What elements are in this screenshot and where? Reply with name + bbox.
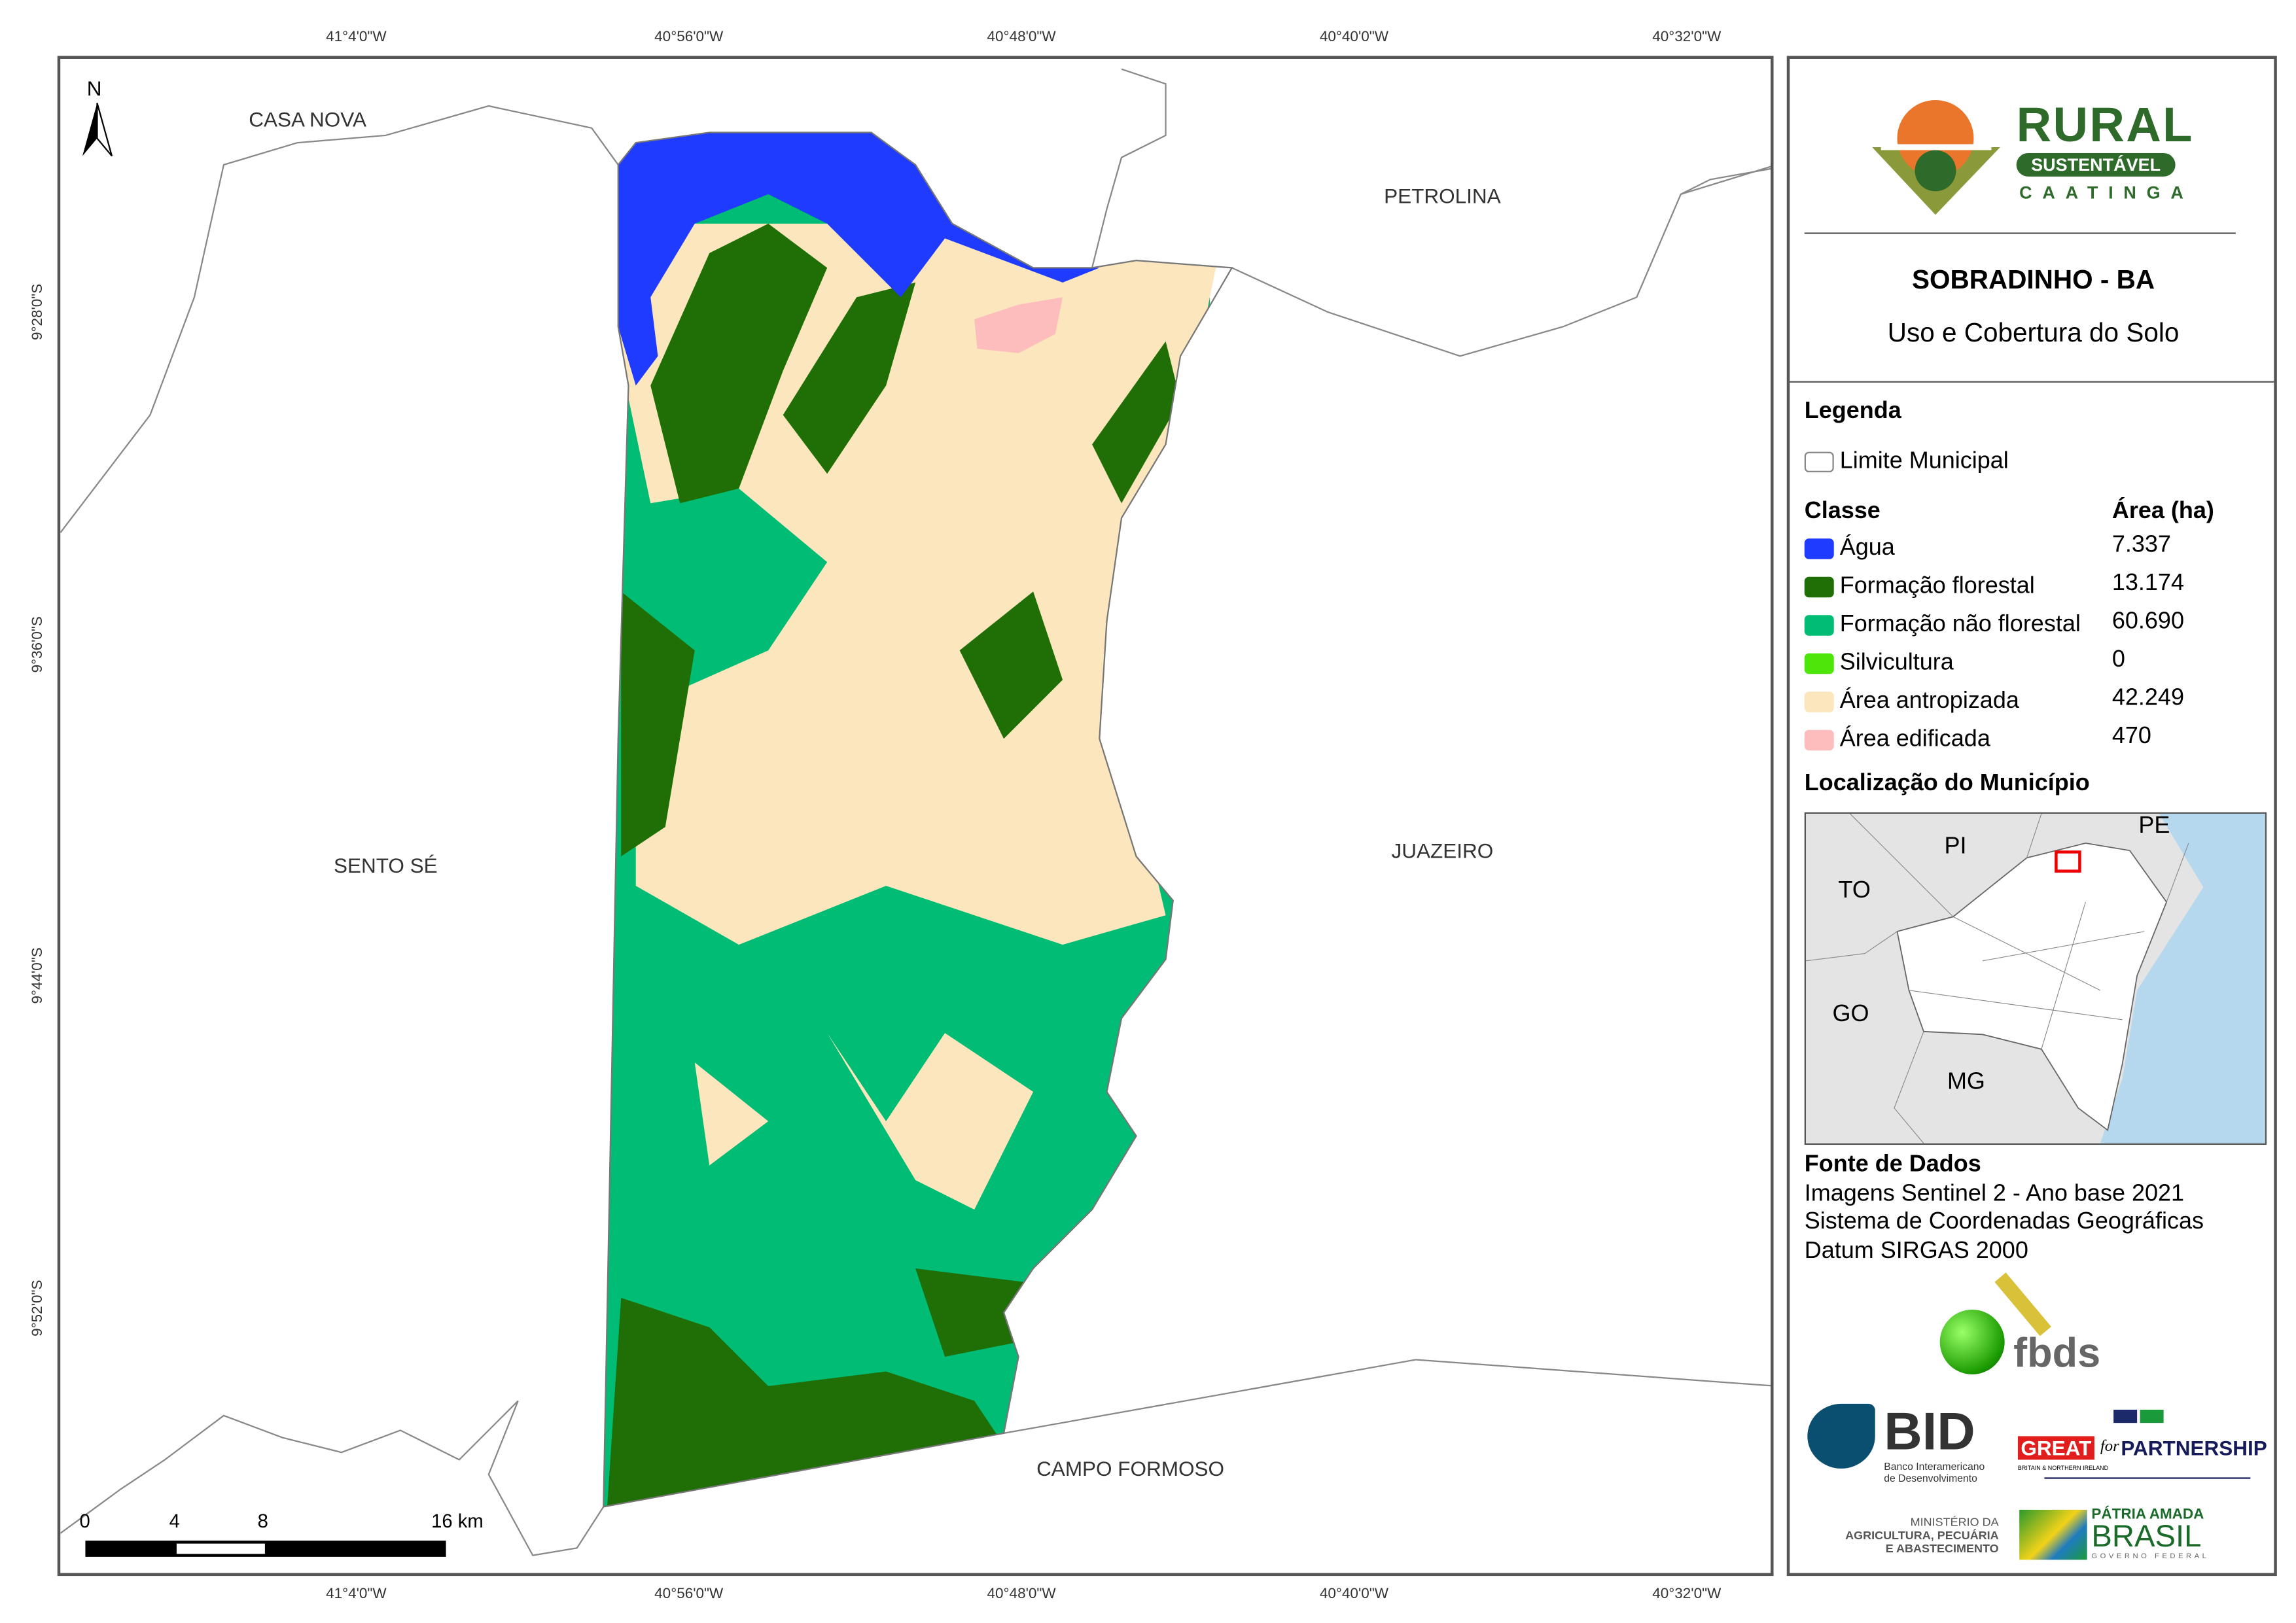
place-juazeiro: JUAZEIRO bbox=[1391, 839, 1494, 863]
legend-class-label: Área edificada bbox=[1839, 727, 1990, 752]
lon-tick-bottom: 40°56'0"W bbox=[654, 1586, 724, 1603]
place-campo-formoso: CAMPO FORMOSO bbox=[1036, 1456, 1225, 1480]
rural-sustentavel-logo: RURAL SUSTENTÁVEL CAATINGA bbox=[1866, 94, 2204, 218]
legend-swatch bbox=[1804, 729, 1834, 751]
lon-tick-bottom: 41°4'0"W bbox=[326, 1586, 387, 1603]
legend-class-label: Área antropizada bbox=[1839, 688, 2019, 714]
legend-swatch bbox=[1804, 615, 1834, 636]
class-header: Classe bbox=[1804, 498, 1881, 524]
legend-class-label: Silvicultura bbox=[1839, 650, 1954, 676]
municipality-locator bbox=[2055, 850, 2081, 873]
map-canvas bbox=[60, 68, 1771, 1557]
scale-label-0: 0 bbox=[79, 1509, 90, 1532]
formacao-florestal-area bbox=[606, 223, 1181, 1507]
legend-class-label: Formação não florestal bbox=[1839, 612, 2081, 637]
lat-tick: 9°36'0"S bbox=[30, 616, 46, 673]
legend-class-area: 42.249 bbox=[2111, 686, 2184, 711]
legend-class-area: 0 bbox=[2111, 647, 2125, 672]
lon-tick-bottom: 40°40'0"W bbox=[1319, 1586, 1388, 1603]
scale-bar bbox=[85, 1541, 446, 1557]
brasil-governo-logo: PÁTRIA AMADA BRASIL GOVERNO FEDERAL bbox=[2019, 1507, 2225, 1565]
lat-tick: 9°52'0"S bbox=[30, 1280, 46, 1336]
map-frame: N 0 4 8 16 km bbox=[57, 56, 1774, 1577]
flags-icon bbox=[2113, 1409, 2138, 1423]
fbds-logo: fbds bbox=[1937, 1272, 2113, 1383]
legend-class-area: 60.690 bbox=[2111, 609, 2184, 635]
location-inset-map: PI PE TO GO MG bbox=[1804, 812, 2267, 1145]
legend-swatch bbox=[1804, 653, 1834, 674]
place-petrolina: PETROLINA bbox=[1384, 184, 1501, 208]
legend-class-item: Área antropizada bbox=[1804, 688, 2019, 715]
area-antropizada-patches bbox=[694, 1033, 1034, 1210]
sources-heading: Fonte de Dados bbox=[1804, 1152, 1981, 1178]
legend-class-label: Água bbox=[1839, 535, 1895, 561]
lon-tick-bottom: 40°32'0"W bbox=[1652, 1586, 1722, 1603]
info-panel: RURAL SUSTENTÁVEL CAATINGA SOBRADINHO - … bbox=[1786, 56, 2277, 1577]
map-subtitle: Uso e Cobertura do Solo bbox=[1887, 317, 2180, 347]
lon-tick-top: 40°32'0"W bbox=[1652, 29, 1722, 46]
ministry-logo: MINISTÉRIO DA AGRICULTURA, PECUÁRIA E AB… bbox=[1845, 1515, 1999, 1556]
bahia-state bbox=[1896, 842, 2168, 1132]
source-line: Datum SIRGAS 2000 bbox=[1804, 1238, 2028, 1265]
agua-area bbox=[618, 132, 1100, 386]
scale-label-4: 4 bbox=[169, 1509, 180, 1532]
legend-class-area: 470 bbox=[2111, 724, 2151, 749]
bid-logo: BID Banco Interamericano de Desenvolvime… bbox=[1807, 1401, 2013, 1489]
map-title: SOBRADINHO - BA bbox=[1911, 264, 2155, 294]
legend-heading: Legenda bbox=[1804, 398, 1901, 424]
neighbor-boundaries bbox=[60, 68, 1771, 1556]
lat-tick: 9°44'0"S bbox=[30, 947, 46, 1004]
municipal-boundary bbox=[603, 131, 1233, 1508]
great-partnership-logo: GREAT for PARTNERSHIP BRITAIN & NORTHERN… bbox=[2017, 1401, 2268, 1489]
state-label: PE bbox=[2138, 813, 2170, 839]
place-casa-nova: CASA NOVA bbox=[249, 107, 366, 131]
legend-class-item: Formação não florestal bbox=[1804, 612, 2081, 638]
legend-class-area: 7.337 bbox=[2111, 532, 2171, 558]
scale-label-16: 16 km bbox=[431, 1509, 484, 1532]
state-label: GO bbox=[1832, 1002, 1869, 1028]
logo-emblem-icon bbox=[1872, 99, 2000, 215]
place-sento-se: SENTO SÉ bbox=[333, 853, 438, 877]
legend-swatch bbox=[1804, 538, 1834, 559]
lon-tick-top: 40°40'0"W bbox=[1319, 29, 1388, 46]
legend-swatch bbox=[1804, 691, 1834, 712]
area-edificada-area bbox=[974, 297, 1063, 353]
scale-label-8: 8 bbox=[257, 1509, 268, 1532]
lon-tick-top: 41°4'0"W bbox=[326, 29, 387, 46]
legend-class-item: Formação florestal bbox=[1804, 574, 2035, 600]
lat-tick: 9°28'0"S bbox=[30, 283, 46, 341]
source-line: Imagens Sentinel 2 - Ano base 2021 bbox=[1804, 1181, 2185, 1207]
legend-class-area: 13.174 bbox=[2111, 570, 2184, 597]
lon-tick-bottom: 40°48'0"W bbox=[987, 1586, 1056, 1603]
legend-class-item: Silvicultura bbox=[1804, 650, 1954, 676]
north-label: N bbox=[86, 76, 102, 100]
location-heading: Localização do Município bbox=[1804, 771, 2090, 796]
north-arrow-icon bbox=[82, 103, 113, 157]
legend-boundary: Limite Municipal bbox=[1804, 449, 2009, 475]
area-header: Área (ha) bbox=[2111, 498, 2214, 524]
lon-tick-top: 40°56'0"W bbox=[654, 29, 724, 46]
state-label: TO bbox=[1838, 878, 1871, 904]
legend-swatch bbox=[1804, 576, 1834, 598]
state-label: PI bbox=[1944, 834, 1967, 860]
lon-tick-top: 40°48'0"W bbox=[987, 29, 1056, 46]
legend-class-item: Água bbox=[1804, 535, 1895, 562]
legend-class-item: Área edificada bbox=[1804, 727, 1990, 753]
source-line: Sistema de Coordenadas Geográficas bbox=[1804, 1210, 2204, 1235]
state-label: MG bbox=[1947, 1070, 1985, 1095]
legend-class-label: Formação florestal bbox=[1839, 574, 2035, 599]
